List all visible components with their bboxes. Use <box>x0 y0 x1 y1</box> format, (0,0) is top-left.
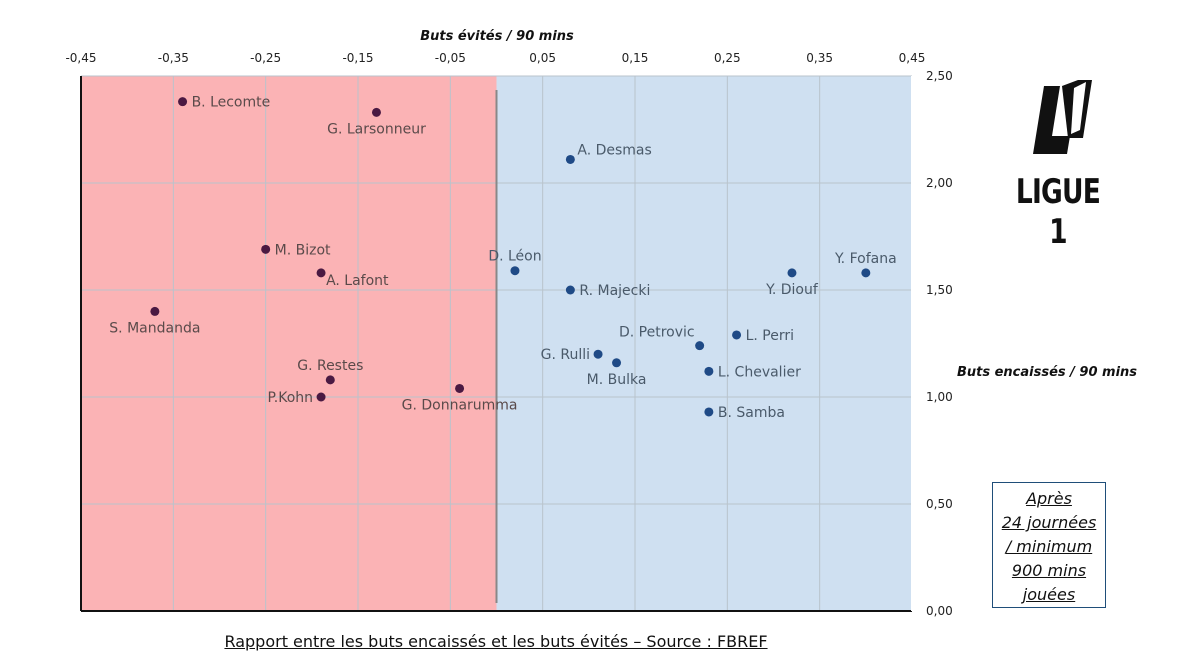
data-point <box>510 266 520 276</box>
data-point-label: Y. Fofana <box>834 251 897 267</box>
data-point-label: B. Lecomte <box>192 95 271 111</box>
data-point <box>261 244 271 254</box>
data-point <box>732 330 742 340</box>
data-point <box>316 268 326 278</box>
data-point-label: L. Perri <box>746 328 794 344</box>
x-tick-label: -0,25 <box>250 51 281 65</box>
data-point <box>565 285 575 295</box>
note-box: Après 24 journées / minimum 900 mins jou… <box>992 482 1106 608</box>
data-point <box>861 268 871 278</box>
x-tick-label: 0,05 <box>529 51 556 65</box>
y-tick-label: 1,50 <box>926 283 953 297</box>
y-axis-title: Buts encaissés / 90 mins <box>957 365 1137 380</box>
note-line: Après <box>1026 489 1072 508</box>
y-tick-label: 1,00 <box>926 390 953 404</box>
ligue1-emblem-icon <box>1033 80 1092 154</box>
data-point-label: A. Lafont <box>326 273 389 289</box>
data-point <box>325 375 335 385</box>
y-tick-label: 0,50 <box>926 497 953 511</box>
note-line: 24 journées <box>1001 513 1097 532</box>
x-tick-label: 0,15 <box>622 51 649 65</box>
data-point-label: M. Bulka <box>587 372 647 388</box>
data-point-label: G. Donnarumma <box>402 397 518 413</box>
data-point-label: D. Petrovic <box>619 325 695 341</box>
note-line: 900 mins <box>1011 561 1087 580</box>
x-tick-label: -0,05 <box>435 51 466 65</box>
data-point <box>704 407 714 417</box>
data-point-label: A. Desmas <box>577 142 651 158</box>
data-point <box>371 107 381 117</box>
y-tick-label: 0,00 <box>926 604 953 618</box>
data-point <box>787 268 797 278</box>
data-point <box>704 366 714 376</box>
x-tick-label: 0,25 <box>714 51 741 65</box>
data-point-label: D. Léon <box>488 249 541 265</box>
data-point <box>695 341 705 351</box>
data-point <box>316 392 326 402</box>
note-line: / minimum <box>1005 537 1093 556</box>
ligue1-logo-text: LIGUE 1 <box>1015 172 1101 252</box>
data-point-label: G. Larsonneur <box>327 121 426 137</box>
data-point-label: M. Bizot <box>275 242 331 258</box>
data-point-label: G. Restes <box>297 358 363 374</box>
data-point <box>612 358 622 368</box>
x-tick-label: -0,15 <box>342 51 373 65</box>
note-line: jouées <box>1022 585 1076 604</box>
data-point-label: B. Samba <box>718 405 785 421</box>
data-point-label: L. Chevalier <box>718 364 801 380</box>
data-point-label: P.Kohn <box>268 390 314 406</box>
data-point <box>455 383 465 393</box>
ligue1-logo: LIGUE 1 <box>996 76 1120 252</box>
y-axis-ticks: 0,00 0,50 1,00 1,50 2,00 2,50 <box>926 69 953 618</box>
data-point-label: S. Mandanda <box>109 320 200 336</box>
x-axis-title: Buts évités / 90 mins <box>420 29 574 44</box>
data-points: B. Lecomte G. Larsonneur M. Bizot A. Lafont… <box>109 95 896 421</box>
x-tick-label: 0,35 <box>806 51 833 65</box>
y-tick-label: 2,50 <box>926 69 953 83</box>
chart-frame <box>80 76 913 612</box>
x-tick-label: 0,45 <box>899 51 926 65</box>
x-axis-ticks: -0,45 -0,35 -0,25 -0,15 -0,05 0,05 0,15 0,25 0,3… <box>65 51 925 65</box>
data-point <box>150 306 160 316</box>
region-positive <box>496 76 912 611</box>
chart-caption: Rapport entre les buts encaissés et les … <box>224 632 768 651</box>
data-point <box>565 154 575 164</box>
data-point <box>178 97 188 107</box>
data-point-label: Y. Diouf <box>765 282 819 298</box>
y-tick-label: 2,00 <box>926 176 953 190</box>
data-point-label: G. Rulli <box>541 347 590 363</box>
x-tick-label: -0,35 <box>158 51 189 65</box>
chart-regions <box>81 76 912 611</box>
data-point-label: R. Majecki <box>579 283 650 299</box>
data-point <box>593 349 603 359</box>
x-tick-label: -0,45 <box>65 51 96 65</box>
region-negative <box>81 76 497 611</box>
